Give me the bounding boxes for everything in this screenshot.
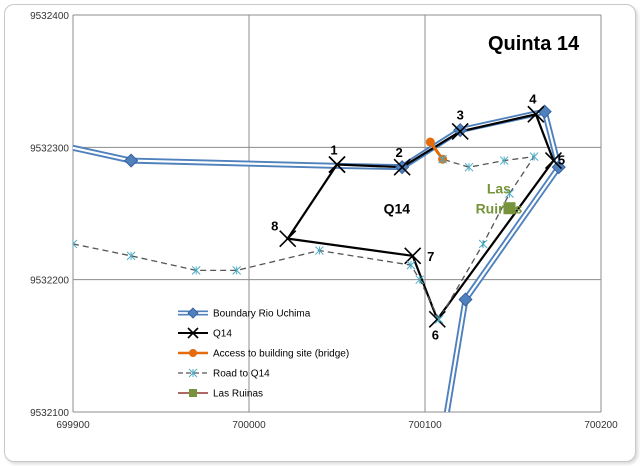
- x-mark-stroke: [328, 155, 346, 174]
- point-label-3: 3: [457, 107, 464, 122]
- boundary-point: [458, 292, 473, 307]
- legend-label: Las Ruinas: [213, 389, 263, 400]
- q14-line: [285, 112, 555, 322]
- point-label-1: 1: [330, 143, 337, 158]
- point-label-5: 5: [558, 153, 565, 168]
- q14-point: [328, 155, 346, 174]
- legend-label: Q14: [213, 329, 232, 340]
- road-point: [529, 152, 539, 161]
- x-mark-stroke: [428, 310, 446, 328]
- road-point: [505, 189, 514, 199]
- access-point: [425, 137, 435, 147]
- point-label-2: 2: [396, 145, 403, 160]
- legend-label: Boundary Rio Uchima: [213, 309, 311, 320]
- road-line: [73, 155, 536, 321]
- star-stroke: [73, 239, 78, 245]
- x-tick-label: 700200: [584, 420, 618, 431]
- road-point: [315, 246, 324, 255]
- q14-point: [279, 230, 297, 248]
- point-label-6: 6: [432, 327, 439, 342]
- q14-point: [393, 158, 411, 176]
- x-mark-stroke: [527, 105, 545, 123]
- x-mark-stroke: [451, 122, 469, 141]
- q14-point: [428, 310, 446, 328]
- q14-point: [451, 122, 469, 141]
- road-point: [464, 162, 474, 172]
- road-point: [232, 266, 242, 275]
- axis-ticks: 699900 700000 700100 700200 9532100 9532200 95…: [30, 11, 618, 431]
- legend-swatch-marker: [188, 368, 198, 378]
- series-layer: [73, 104, 566, 412]
- annotation-label: Q14: [384, 201, 411, 217]
- legend-label: Road to Q14: [213, 369, 270, 380]
- road-point: [438, 154, 447, 164]
- x-mark-stroke: [187, 327, 199, 339]
- annotation-label: Las: [487, 181, 511, 197]
- boundary-line-outer: [73, 108, 562, 412]
- y-tick-label: 9532300: [30, 143, 69, 154]
- annotation-label: Ruinas: [476, 201, 523, 217]
- chart-frame: [4, 4, 636, 462]
- point-label-7: 7: [427, 249, 434, 264]
- x-tick-label: 700000: [232, 420, 266, 431]
- star-stroke: [73, 243, 78, 249]
- road-point: [478, 239, 488, 249]
- legend-swatch-marker: [187, 327, 199, 339]
- road-point: [415, 275, 425, 285]
- legend-swatch-marker: [189, 349, 197, 357]
- q14-point: [527, 105, 545, 123]
- x-mark-stroke: [279, 230, 297, 248]
- road-point: [126, 251, 136, 261]
- road-point: [406, 260, 416, 270]
- boundary-point: [537, 104, 552, 119]
- x-tick-label: 700100: [408, 420, 442, 431]
- y-tick-label: 9532400: [30, 11, 69, 22]
- chart-title: Quinta 14: [488, 33, 580, 55]
- x-tick-label: 699900: [56, 420, 90, 431]
- boundary-line-inner: [73, 110, 560, 412]
- grid: [72, 14, 602, 413]
- labels-layer: 1 2 3 4 5 6 7 8 Q14 Las Ruinas: [271, 91, 565, 342]
- las-ruinas-point: [503, 202, 516, 215]
- y-tick-label: 9532100: [30, 408, 69, 419]
- road-point: [191, 266, 201, 275]
- boundary-point: [551, 160, 566, 175]
- point-label-4: 4: [529, 91, 537, 106]
- legend-label: Access to building site (bridge): [213, 349, 349, 360]
- legend-swatch-marker: [187, 307, 199, 319]
- x-mark-stroke: [544, 152, 563, 170]
- x-mark-stroke: [393, 158, 411, 176]
- y-tick-label: 9532200: [30, 276, 69, 287]
- legend: Boundary Rio Uchima Q14 Access to building…: [178, 307, 349, 400]
- legend-swatch-marker: [189, 389, 197, 397]
- road-point: [434, 315, 444, 324]
- boundary-point: [124, 153, 139, 168]
- road-point: [73, 239, 78, 249]
- road-point: [499, 156, 509, 165]
- q14-point: [544, 152, 563, 170]
- plot-area: [73, 104, 566, 412]
- point-label-8: 8: [271, 219, 278, 234]
